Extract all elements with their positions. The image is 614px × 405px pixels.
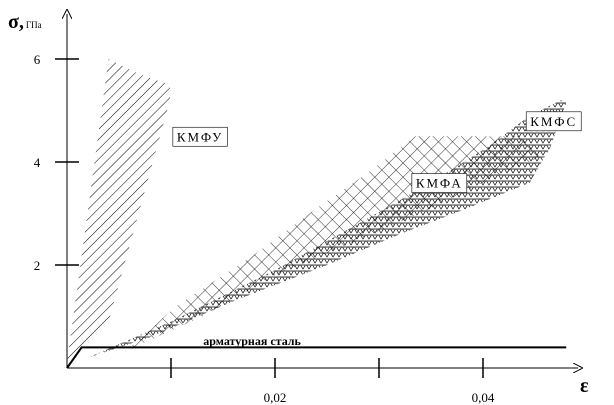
region-label-group: КМФС: [525, 111, 582, 132]
region-label: КМФС: [530, 114, 577, 129]
region-label: КМФА: [416, 176, 463, 191]
x-tick-label: 0,02: [264, 390, 287, 405]
region-label: КМФУ: [177, 129, 224, 144]
y-tick-label: 4: [34, 155, 41, 170]
axes: [67, 14, 578, 368]
y-axis-symbol: σ,: [8, 11, 24, 33]
region-crosshatch: [124, 136, 541, 353]
ticks: 0,02 0,04 2 4 6: [34, 52, 495, 405]
region-layer: [67, 59, 567, 363]
region-triangles: [87, 100, 567, 358]
steel-line-label: арматурная сталь: [203, 334, 301, 348]
steel-line: [66, 346, 567, 369]
region-diagonal: [67, 59, 170, 363]
y-axis-label: σ, ГПа: [8, 11, 42, 33]
x-axis-label: ε: [580, 375, 589, 397]
y-axis-unit: ГПа: [26, 20, 42, 30]
y-tick-label: 6: [34, 52, 41, 67]
y-tick-label: 2: [34, 258, 41, 273]
x-tick-label: 0,04: [472, 390, 495, 405]
region-label-group: КМФА: [411, 173, 468, 193]
labels: КМФУ КМФА КМФС арматурная сталь: [172, 111, 582, 348]
region-label-box: [525, 111, 582, 132]
region-label-box: [411, 173, 468, 193]
line-layer: [66, 346, 567, 369]
region-label-group: КМФУ: [172, 126, 228, 147]
region-label-box: [172, 126, 228, 147]
